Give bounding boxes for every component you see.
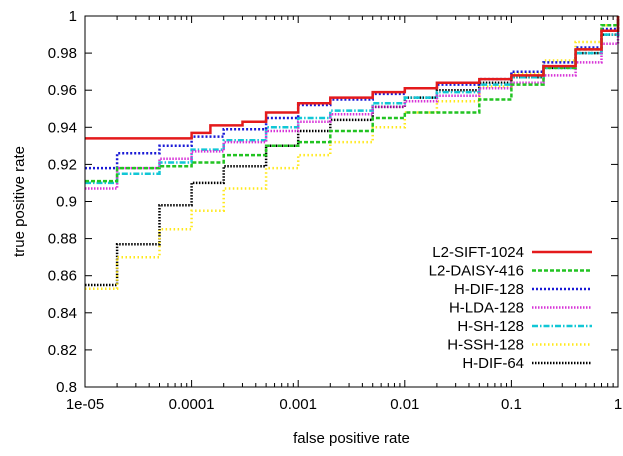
- x-axis-title: false positive rate: [293, 430, 410, 447]
- y-axis-title: true positive rate: [11, 146, 28, 257]
- y-tick-label: 0.8: [56, 379, 77, 396]
- y-tick-label: 0.84: [48, 305, 77, 322]
- series-line-h-dif-64: [85, 16, 620, 287]
- legend-label-h-dif-64: H-DIF-64: [462, 355, 524, 372]
- legend-label-l2-sift-1024: L2-SIFT-1024: [432, 244, 524, 261]
- y-tick-label: 0.98: [48, 45, 77, 62]
- y-tick-label: 1: [69, 8, 77, 25]
- series-line-h-sh-128: [85, 16, 620, 185]
- x-tick-label: 0.001: [279, 396, 317, 413]
- x-tick-label: 1: [614, 396, 622, 413]
- legend-label-h-sh-128: H-SH-128: [457, 318, 524, 335]
- y-tick-label: 0.86: [48, 268, 77, 285]
- x-tick-label: 0.1: [501, 396, 522, 413]
- series-line-h-lda-128: [85, 21, 620, 190]
- legend-label-h-lda-128: H-LDA-128: [449, 300, 524, 317]
- axis-ticks: 0.8 0.82 0.84 0.86 0.88 0.9 0.92 0.94 0.96 0.98 1 1…: [48, 8, 622, 413]
- y-tick-label: 0.82: [48, 342, 77, 359]
- series-line-h-ssh-128: [85, 16, 620, 290]
- x-tick-label: 0.01: [390, 396, 419, 413]
- x-tick-label: 1e-05: [66, 396, 104, 413]
- x-tick-label: 0.0001: [169, 396, 215, 413]
- series-line-h-dif-128: [85, 16, 620, 170]
- legend-label-l2-daisy-416: L2-DAISY-416: [429, 263, 524, 280]
- legend-label-h-dif-128: H-DIF-128: [454, 281, 524, 298]
- series-line-l2-daisy-416: [85, 16, 620, 183]
- plot-area: [85, 16, 620, 290]
- y-tick-label: 0.88: [48, 231, 77, 248]
- series-line-l2-sift-1024: [85, 16, 620, 140]
- legend-label-h-ssh-128: H-SSH-128: [447, 337, 524, 354]
- y-tick-label: 0.92: [48, 156, 77, 173]
- y-tick-label: 0.96: [48, 82, 77, 99]
- y-tick-label: 0.9: [56, 194, 77, 211]
- y-tick-label: 0.94: [48, 119, 77, 136]
